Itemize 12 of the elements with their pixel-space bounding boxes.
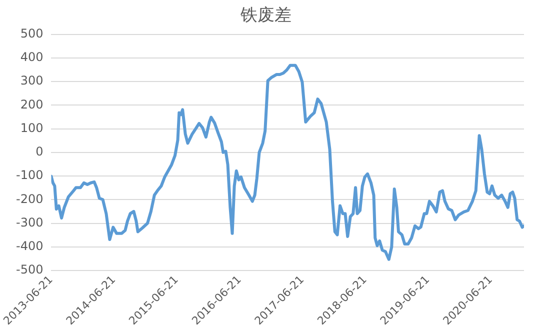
y-tick-label: 500 [20, 26, 44, 41]
y-tick-label: 100 [20, 120, 44, 135]
y-tick-label: -400 [16, 238, 44, 253]
y-tick-label: -300 [16, 215, 44, 230]
y-tick-label: -100 [16, 168, 44, 182]
y-tick-label: -200 [16, 192, 44, 206]
y-tick-label: 200 [20, 97, 44, 112]
y-tick-label: -500 [16, 262, 44, 277]
y-tick-label: 300 [20, 74, 44, 88]
y-tick-label: 400 [20, 50, 44, 64]
chart-title: 铁废差 [240, 6, 292, 26]
y-tick-label: 0 [36, 144, 44, 159]
